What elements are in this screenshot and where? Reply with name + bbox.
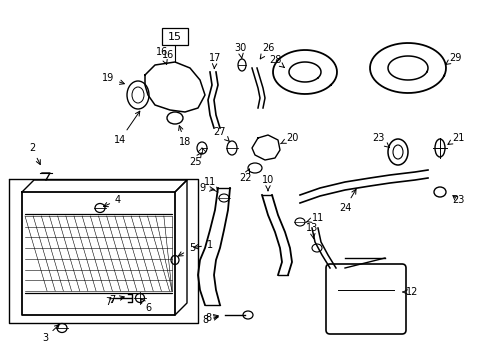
Bar [162, 28, 187, 45]
Text: 13: 13 [305, 223, 318, 239]
Text: 26: 26 [260, 43, 274, 59]
Text: 29: 29 [445, 53, 460, 64]
Text: 1: 1 [193, 240, 213, 250]
Text: 11: 11 [203, 177, 217, 192]
Text: 16: 16 [156, 47, 168, 64]
Text: 5: 5 [178, 243, 195, 256]
Text: 8: 8 [204, 313, 218, 323]
Text: 30: 30 [233, 43, 245, 59]
Text: 21: 21 [447, 133, 463, 144]
Text: 12: 12 [402, 287, 417, 297]
Text: 16: 16 [162, 50, 174, 60]
Text: 9: 9 [199, 183, 214, 193]
Text: 14: 14 [114, 111, 140, 145]
Text: 7: 7 [109, 295, 124, 305]
Text: 10: 10 [262, 175, 274, 191]
Text: 25: 25 [188, 153, 201, 167]
Text: 3: 3 [42, 325, 59, 343]
Text: 6: 6 [140, 298, 151, 313]
Text: 24: 24 [338, 189, 355, 213]
Text: 11: 11 [306, 213, 324, 223]
Text: 23: 23 [451, 195, 463, 205]
Text: 23: 23 [371, 133, 388, 148]
Text: 22: 22 [238, 169, 251, 183]
Text: 4: 4 [103, 195, 121, 207]
Text: 27: 27 [213, 127, 229, 142]
Text: 18: 18 [178, 126, 191, 147]
Text: 28: 28 [268, 55, 284, 67]
Text: 17: 17 [208, 53, 221, 69]
Text: 2: 2 [29, 143, 40, 165]
Text: 8: 8 [202, 315, 218, 325]
Text: 15: 15 [168, 32, 182, 42]
Text: 20: 20 [280, 133, 298, 144]
Text: 19: 19 [102, 73, 124, 84]
Text: 7: 7 [104, 297, 114, 307]
